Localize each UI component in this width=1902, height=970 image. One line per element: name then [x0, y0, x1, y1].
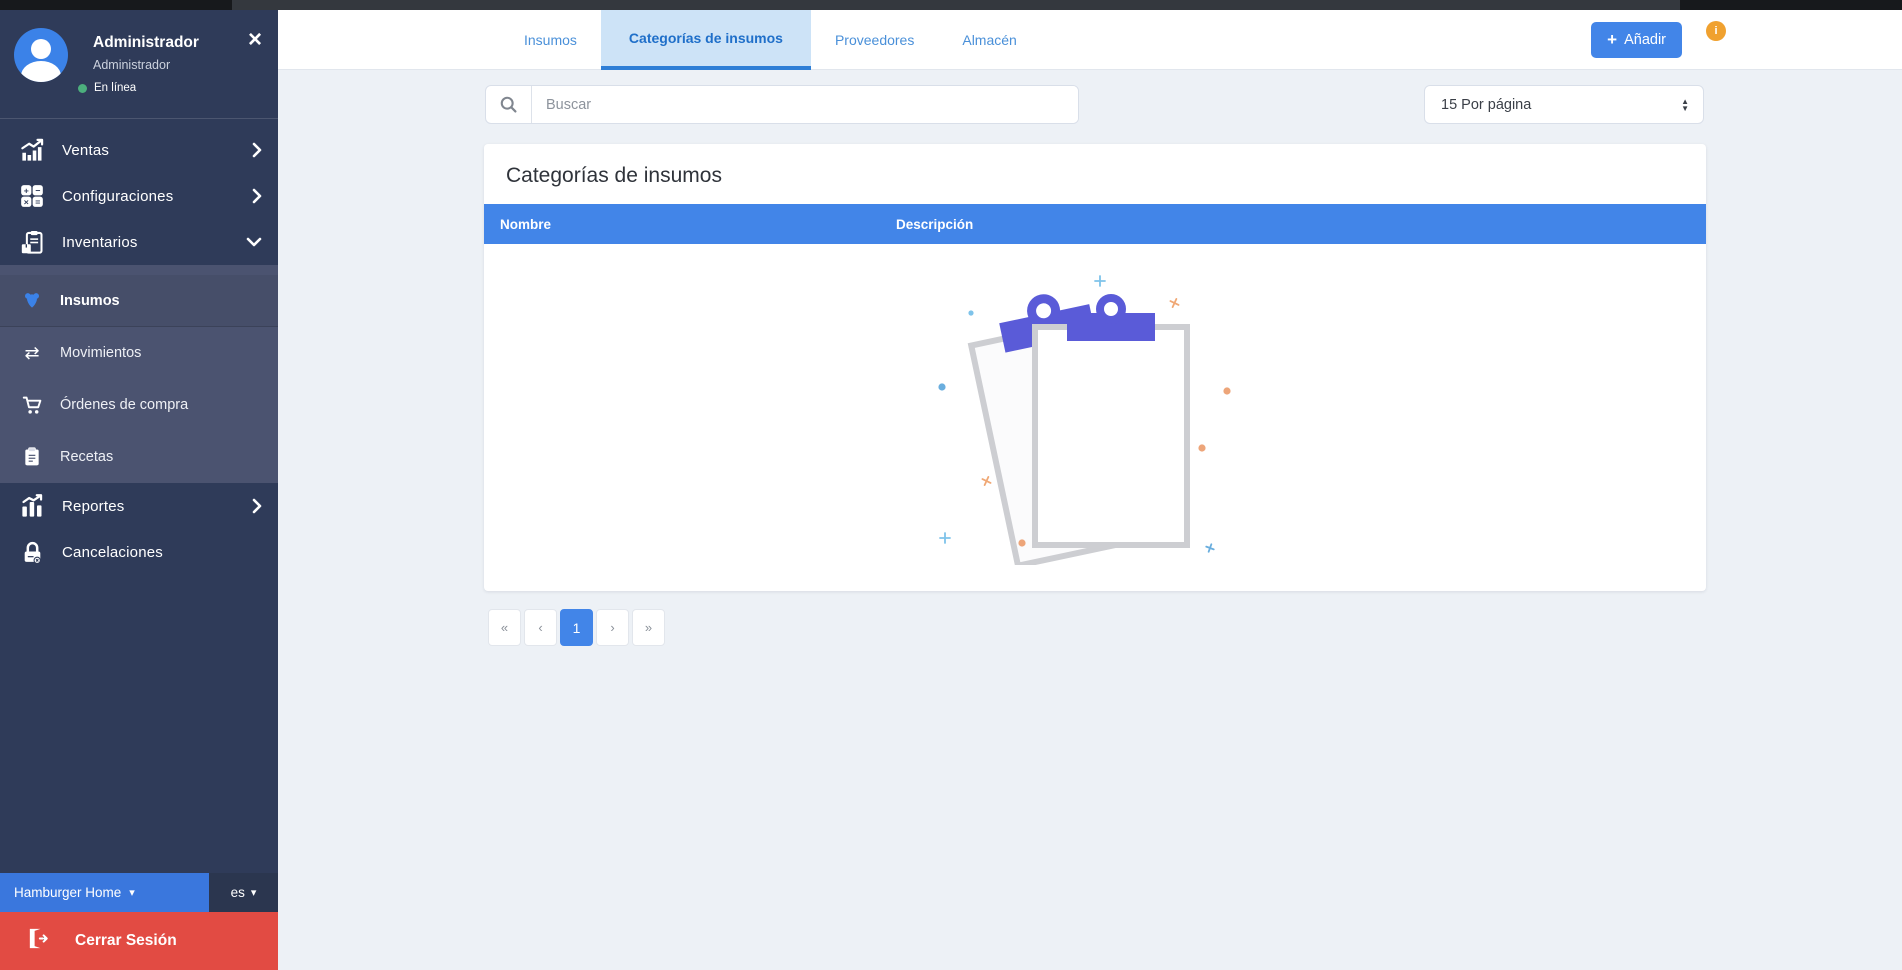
avatar-head [31, 39, 51, 59]
sidebar-item-cancelaciones[interactable]: Cancelaciones [0, 529, 278, 575]
chevron-right-icon [252, 142, 262, 158]
sidebar-item-ventas[interactable]: Ventas [0, 127, 278, 173]
pagination-next-button[interactable]: › [596, 609, 629, 646]
user-status: En línea [78, 82, 136, 94]
sidebar-item-label: Cancelaciones [62, 543, 163, 561]
sidebar: Administrador Administrador En línea × V… [0, 10, 278, 970]
logout-label: Cerrar Sesión [75, 932, 177, 949]
sidebar-item-inventarios[interactable]: Inventarios [0, 219, 278, 265]
user-name: Administrador [93, 34, 199, 51]
home-dropdown-label: Hamburger Home [14, 885, 122, 900]
pagination-prev-button[interactable]: ‹ [524, 609, 557, 646]
sidebar-item-label: Órdenes de compra [60, 397, 189, 413]
tab-insumos[interactable]: Insumos [524, 32, 577, 48]
caret-down-icon: ▾ [129, 887, 135, 899]
sidebar-nav: Ventas + − × = Configuraciones Inventarios [0, 118, 278, 575]
avatar-body [21, 61, 61, 82]
search-input[interactable] [532, 86, 1078, 123]
pagination: « ‹ 1 › » [488, 609, 665, 646]
per-page-selected-value: 15 Por página [1441, 96, 1532, 113]
language-dropdown[interactable]: es ▾ [209, 873, 278, 912]
svg-text:×: × [24, 197, 29, 207]
categories-card: Categorías de insumos Nombre Descripción [484, 144, 1706, 591]
sidebar-item-label: Inventarios [62, 233, 138, 251]
column-header-nombre: Nombre [500, 216, 552, 232]
logout-door-icon [26, 927, 49, 955]
sidebar-item-configuraciones[interactable]: + − × = Configuraciones [0, 173, 278, 219]
sidebar-item-ordenes-de-compra[interactable]: Órdenes de compra [0, 379, 278, 431]
recipe-clipboard-icon [16, 447, 48, 467]
close-icon[interactable]: × [247, 26, 262, 53]
supplies-icon [16, 291, 48, 311]
browser-top-strip [0, 0, 1902, 10]
sidebar-item-recetas[interactable]: Recetas [0, 431, 278, 483]
inventarios-submenu: Insumos ⇄ Movimientos Órdenes de compra … [0, 265, 278, 483]
sidebar-item-reportes[interactable]: Reportes [0, 483, 278, 529]
home-dropdown[interactable]: Hamburger Home ▾ [0, 873, 209, 912]
sidebar-item-label: Insumos [60, 292, 120, 309]
sidebar-item-movimientos[interactable]: ⇄ Movimientos [0, 327, 278, 379]
sidebar-item-label: Reportes [62, 497, 125, 515]
calculator-icon: + − × = [14, 183, 50, 209]
card-title: Categorías de insumos [506, 164, 722, 187]
online-status-dot [78, 83, 87, 93]
empty-state-illustration [938, 274, 1231, 565]
add-button[interactable]: + Añadir [1591, 22, 1682, 58]
sidebar-item-label: Configuraciones [62, 187, 174, 205]
language-dropdown-label: es [230, 885, 245, 900]
sidebar-item-label: Ventas [62, 141, 110, 159]
tab-bar: Insumos Categorías de insumos Proveedore… [500, 10, 1041, 70]
lock-icon [14, 540, 50, 565]
add-button-label: Añadir [1624, 32, 1666, 48]
svg-text:−: − [35, 185, 40, 195]
user-status-label: En línea [94, 82, 137, 94]
svg-text:=: = [35, 197, 40, 207]
info-icon[interactable]: i [1706, 21, 1726, 41]
inventory-clipboard-icon [14, 229, 50, 256]
column-header-descripcion: Descripción [896, 216, 974, 232]
svg-text:+: + [24, 185, 29, 195]
chevron-down-icon [246, 237, 262, 247]
tab-categorias-de-insumos[interactable]: Categorías de insumos [600, 10, 811, 70]
main-header: Insumos Categorías de insumos Proveedore… [278, 10, 1902, 70]
caret-down-icon: ▾ [250, 887, 257, 899]
transfer-arrows-icon: ⇄ [24, 343, 40, 363]
avatar [14, 28, 68, 82]
sidebar-footer: Hamburger Home ▾ es ▾ [0, 873, 278, 912]
per-page-select[interactable]: 15 Por página ▲ ▼ [1424, 85, 1704, 124]
logout-button[interactable]: Cerrar Sesión [0, 912, 278, 970]
shopping-cart-icon [16, 395, 48, 416]
main-content: 15 Por página ▲ ▼ Categorías de insumos … [278, 70, 1902, 970]
select-arrows-icon: ▲ ▼ [1681, 96, 1689, 113]
user-block: Administrador Administrador En línea × [0, 10, 278, 118]
browser-tab-strip [232, 0, 1680, 10]
plus-icon: + [1607, 30, 1618, 49]
pagination-last-button[interactable]: » [632, 609, 665, 646]
user-role: Administrador [93, 58, 171, 72]
reports-chart-icon [14, 493, 50, 520]
sidebar-item-label: Movimientos [60, 345, 142, 361]
chevron-right-icon [252, 188, 262, 204]
tab-almacen[interactable]: Almacén [962, 32, 1017, 48]
empty-table-body [484, 244, 1706, 585]
tab-proveedores[interactable]: Proveedores [834, 32, 915, 48]
search-icon [486, 86, 532, 123]
sales-chart-icon [14, 137, 50, 164]
chevron-right-icon [252, 498, 262, 514]
sidebar-item-label: Recetas [60, 449, 114, 465]
search-box [485, 85, 1079, 124]
sidebar-item-insumos[interactable]: Insumos [0, 275, 278, 327]
pagination-page-1[interactable]: 1 [560, 609, 593, 646]
table-header-row: Nombre Descripción [484, 204, 1706, 244]
pagination-first-button[interactable]: « [488, 609, 521, 646]
